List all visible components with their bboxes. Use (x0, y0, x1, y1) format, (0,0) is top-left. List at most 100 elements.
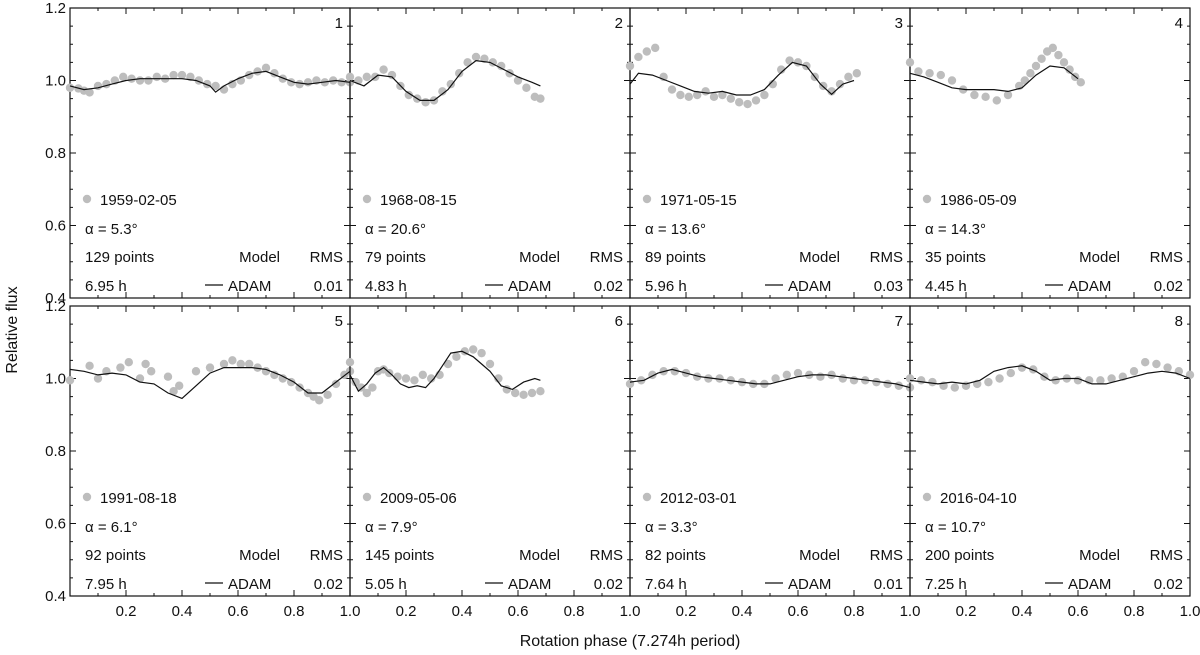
observed-point (1107, 374, 1116, 383)
observed-point (362, 72, 371, 82)
model-name: ADAM (508, 278, 551, 295)
observed-point (177, 70, 187, 80)
observed-point (152, 72, 161, 82)
model-curve (909, 365, 1191, 385)
rms-value: 0.02 (1154, 278, 1183, 295)
observed-point (1076, 78, 1086, 87)
panel-number: 5 (335, 313, 343, 330)
rms-value: 0.01 (314, 278, 343, 295)
observed-point (345, 72, 355, 82)
y-tick-label: 0.6 (45, 516, 66, 533)
observed-point (236, 359, 245, 369)
panel-6: 6 2009-05-06 α = 7.9° 145 points 5.05 h Model… (345, 305, 640, 620)
observed-point (726, 94, 735, 103)
observed-point (124, 357, 133, 367)
panel-number: 4 (1175, 15, 1183, 32)
observed-point (527, 388, 537, 398)
rms-value: 0.02 (314, 576, 343, 593)
observed-point (777, 65, 786, 74)
panel-2: 2 1968-08-15 α = 20.6° 79 points 4.83 h Model… (345, 7, 631, 299)
panel-5: 5 1991-08-18 α = 6.1° 92 points 7.95 h Model A… (45, 298, 360, 620)
legend-observed-marker (922, 492, 932, 502)
panel-3: 3 1971-05-15 α = 13.6° 89 points 5.96 h Model… (625, 7, 911, 299)
observed-point (771, 374, 780, 383)
panel-8: 8 2016-04-10 α = 10.7° 200 points 7.25 h Mode… (905, 305, 1200, 620)
x-tick-label: 1.0 (1180, 603, 1200, 620)
x-tick-label: 0.6 (788, 603, 809, 620)
model-curve (629, 368, 911, 389)
legend-observed-marker (642, 194, 652, 204)
observed-point (760, 90, 769, 100)
observed-point (1017, 363, 1027, 372)
model-curve (69, 70, 351, 93)
model-curve (69, 367, 351, 400)
observed-point (693, 90, 702, 100)
observed-point (191, 367, 201, 376)
observed-point (883, 379, 892, 389)
observed-point (793, 368, 803, 378)
observed-point (838, 374, 847, 383)
observed-point (751, 96, 761, 105)
observed-point (701, 87, 710, 96)
phase-angle: α = 3.3° (645, 519, 698, 536)
observed-point (536, 94, 545, 103)
observed-point (634, 52, 643, 62)
observed-point (928, 377, 937, 387)
observed-point (1026, 69, 1035, 78)
observed-point (827, 87, 836, 96)
rms-heading: RMS (1150, 249, 1183, 266)
observed-point (323, 390, 332, 400)
rms-heading: RMS (870, 249, 903, 266)
observed-point (169, 386, 178, 396)
observed-point (337, 78, 346, 87)
observed-point (1003, 90, 1013, 100)
observation-duration: 5.05 h (365, 576, 407, 593)
observed-point (704, 374, 713, 383)
phase-angle: α = 5.3° (85, 221, 138, 238)
observed-point (513, 76, 523, 85)
observed-point (169, 70, 178, 80)
observed-point (505, 69, 514, 78)
observed-point (211, 81, 220, 91)
observed-point (1065, 65, 1074, 74)
observed-point (270, 370, 279, 380)
x-tick-label: 0.8 (844, 603, 865, 620)
observed-point (835, 79, 845, 89)
model-name: ADAM (788, 576, 831, 593)
observed-point (785, 56, 794, 65)
observed-point (1031, 61, 1041, 71)
panel-1: 1 1959-02-05 α = 5.3° 129 points 6.95 h Model… (45, 0, 355, 307)
observed-point (315, 396, 324, 405)
observed-point (393, 372, 402, 381)
x-tick-label: 0.2 (116, 603, 137, 620)
points-count: 200 points (925, 547, 994, 564)
observed-point (65, 83, 75, 92)
y-axis-label: Relative flux (4, 286, 21, 373)
observed-point (278, 374, 287, 383)
observed-point (914, 67, 923, 76)
observed-point (469, 345, 478, 354)
x-tick-label: 0.2 (676, 603, 697, 620)
observation-date: 1968-08-15 (380, 192, 457, 209)
phase-angle: α = 13.6° (645, 221, 706, 238)
observed-point (1059, 58, 1069, 67)
points-count: 92 points (85, 547, 146, 564)
observed-point (844, 72, 853, 82)
observed-point (147, 367, 156, 376)
model-name: ADAM (1068, 278, 1111, 295)
observed-point (418, 370, 427, 380)
observed-point (144, 76, 153, 85)
model-name: ADAM (1068, 576, 1111, 593)
x-tick-label: 1.0 (340, 603, 361, 620)
observed-point (427, 374, 436, 383)
x-tick-label: 0.2 (396, 603, 417, 620)
observation-duration: 7.64 h (645, 576, 687, 593)
observed-point (849, 376, 859, 385)
model-heading: Model (1079, 547, 1120, 564)
observed-point (295, 79, 304, 89)
observed-point (1006, 368, 1015, 378)
observed-point (93, 81, 103, 91)
x-tick-label: 0.8 (1124, 603, 1145, 620)
observed-point (1048, 43, 1058, 53)
model-curve (909, 65, 1079, 93)
